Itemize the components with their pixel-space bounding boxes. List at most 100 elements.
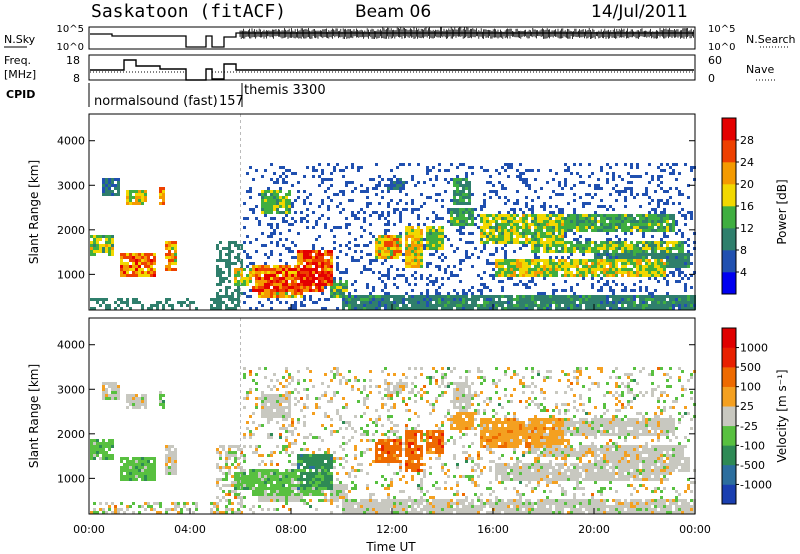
heat-cell (150, 472, 153, 475)
heat-cell (294, 274, 297, 277)
heat-cell (258, 496, 261, 499)
heat-cell (660, 247, 663, 250)
heat-cell (405, 265, 408, 268)
heat-cell (255, 205, 258, 208)
heat-cell (582, 226, 585, 229)
heat-cell (678, 211, 681, 214)
heat-cell (267, 205, 270, 208)
heat-cell (684, 274, 687, 277)
heat-cell (345, 304, 348, 307)
heat-cell (384, 238, 387, 241)
heat-cell (255, 268, 258, 271)
heat-cell (540, 292, 543, 295)
heat-cell (387, 253, 390, 256)
nsearch-tick-low: 10^0 (708, 42, 735, 53)
heat-cell (273, 277, 276, 280)
heat-cell (276, 394, 279, 397)
heat-cell (135, 199, 138, 202)
heat-cell (573, 226, 576, 229)
heat-cell (267, 421, 270, 424)
heat-cell (261, 406, 264, 409)
heat-cell (651, 229, 654, 232)
heat-cell (627, 250, 630, 253)
heat-cell (522, 211, 525, 214)
heat-cell (342, 490, 345, 493)
heat-cell (240, 478, 243, 481)
heat-cell (402, 301, 405, 304)
heat-cell (564, 259, 567, 262)
heat-cell (447, 211, 450, 214)
heat-cell (513, 307, 516, 310)
heat-cell (216, 448, 219, 451)
heat-cell (651, 175, 654, 178)
heat-cell (549, 307, 552, 310)
heat-cell (297, 286, 300, 289)
heat-cell (390, 247, 393, 250)
heat-cell (309, 289, 312, 292)
heat-cell (267, 412, 270, 415)
heat-cell (645, 223, 648, 226)
heat-cell (456, 274, 459, 277)
heat-cell (387, 292, 390, 295)
heat-cell (654, 208, 657, 211)
heat-cell (321, 247, 324, 250)
heat-cell (99, 442, 102, 445)
heat-cell (621, 220, 624, 223)
heat-cell (624, 199, 627, 202)
heat-cell (138, 472, 141, 475)
heat-cell (261, 280, 264, 283)
heat-cell (555, 193, 558, 196)
heat-cell (603, 271, 606, 274)
heat-cell (330, 484, 333, 487)
heat-cell (621, 289, 624, 292)
heat-cell (342, 499, 345, 502)
heat-cell (498, 181, 501, 184)
heat-cell (681, 208, 684, 211)
heat-cell (546, 301, 549, 304)
heat-cell (171, 508, 174, 511)
heat-cell (240, 502, 243, 505)
heat-cell (300, 463, 303, 466)
heat-cell (558, 193, 561, 196)
heat-cell (519, 268, 522, 271)
heat-cell (225, 262, 228, 265)
heat-cell (435, 292, 438, 295)
heat-cell (639, 220, 642, 223)
heat-cell (672, 301, 675, 304)
heat-cell (339, 202, 342, 205)
heat-cell (354, 301, 357, 304)
heat-cell (666, 274, 669, 277)
heat-cell (132, 202, 135, 205)
heat-cell (264, 295, 267, 298)
heat-cell (315, 265, 318, 268)
heat-cell (123, 262, 126, 265)
heat-cell (438, 301, 441, 304)
heat-cell (510, 277, 513, 280)
heat-cell (375, 163, 378, 166)
heat-cell (546, 250, 549, 253)
heat-cell (399, 199, 402, 202)
heat-cell (612, 301, 615, 304)
heat-cell (456, 211, 459, 214)
heat-cell (573, 208, 576, 211)
heat-cell (393, 283, 396, 286)
heat-cell (138, 193, 141, 196)
heat-cell (219, 283, 222, 286)
heat-cell (360, 256, 363, 259)
heat-cell (318, 454, 321, 457)
heat-cell (591, 217, 594, 220)
heat-cell (285, 205, 288, 208)
heat-cell (639, 256, 642, 259)
heat-cell (249, 370, 252, 373)
heat-cell (339, 382, 342, 385)
heat-cell (348, 370, 351, 373)
heat-cell (627, 172, 630, 175)
heat-cell (327, 454, 330, 457)
heat-cell (246, 487, 249, 490)
heat-cell (276, 490, 279, 493)
heat-cell (321, 259, 324, 262)
heat-cell (411, 301, 414, 304)
heat-cell (507, 214, 510, 217)
heat-cell (288, 415, 291, 418)
heat-cell (165, 265, 168, 268)
